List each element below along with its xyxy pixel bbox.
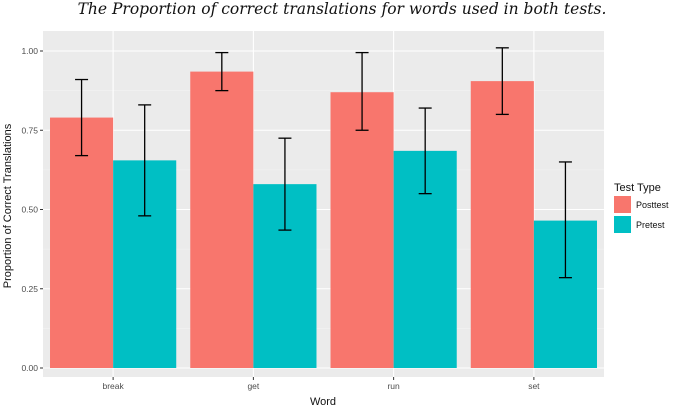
y-tick-label: 0.00	[21, 363, 38, 373]
y-tick-label: 0.75	[21, 125, 38, 135]
x-axis-ticks: break get run set	[102, 377, 540, 391]
y-tick-label: 1.00	[21, 46, 38, 56]
legend-label-posttest: Posttest	[636, 200, 669, 210]
bar-posttest-get	[190, 71, 254, 368]
y-axis-title: Proportion of Correct Translations	[2, 123, 14, 288]
legend-swatch-posttest	[614, 196, 631, 213]
error-bars	[75, 47, 572, 279]
x-tick-label: run	[387, 381, 400, 391]
legend-swatch-pretest	[614, 216, 631, 233]
y-axis-ticks: 0.00 0.25 0.50 0.75 1.00	[21, 46, 43, 373]
y-tick-label: 0.25	[21, 284, 38, 294]
legend-label-pretest: Pretest	[636, 220, 665, 230]
bars	[50, 71, 597, 369]
chart-title: The Proportion of correct translations f…	[78, 0, 607, 18]
bar-posttest-break	[50, 117, 114, 368]
legend: Test Type Posttest Pretest	[614, 182, 669, 233]
bar-posttest-run	[330, 92, 394, 369]
x-tick-label: set	[528, 381, 540, 391]
x-tick-label: get	[247, 381, 259, 391]
x-tick-label: break	[102, 381, 124, 391]
bar-posttest-set	[470, 81, 534, 369]
legend-title: Test Type	[614, 182, 661, 194]
x-axis-title: Word	[310, 396, 336, 408]
y-tick-label: 0.50	[21, 205, 38, 215]
